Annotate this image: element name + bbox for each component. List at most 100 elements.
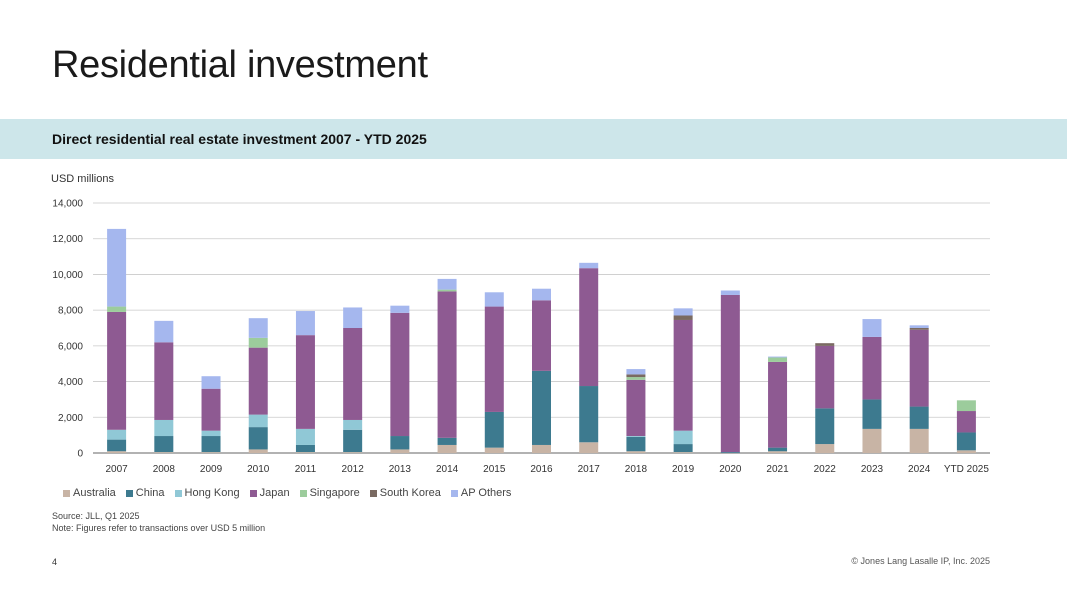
page-title: Residential investment (52, 44, 428, 86)
bar-segment-ap-others (201, 376, 221, 389)
bar-segment-australia (437, 444, 457, 453)
bar-segment-hong-kong (295, 428, 315, 445)
bar-segment-ap-others (626, 369, 646, 375)
bar-segment-japan (484, 306, 504, 412)
legend-label: Australia (73, 487, 116, 499)
bar-segment-china (579, 386, 599, 443)
legend-item: Japan (249, 487, 290, 499)
legend-swatch (299, 489, 307, 497)
page-number: 4 (52, 557, 58, 567)
bar-segment-singapore (956, 400, 976, 412)
bar-segment-singapore (437, 289, 457, 292)
bar-segment-japan (720, 294, 740, 453)
chart-title-banner: Direct residential real estate investmen… (0, 119, 1067, 159)
legend-label: China (135, 487, 165, 499)
x-tick-label: 2012 (342, 464, 365, 475)
bar-segment-hong-kong (673, 430, 693, 445)
bar-segment-south-korea (626, 374, 646, 378)
bar-segment-australia (484, 447, 504, 453)
bar-segment-singapore (768, 357, 788, 362)
legend-label: Japan (259, 487, 290, 499)
bar-segment-china (532, 370, 551, 445)
bar-segment-japan (626, 379, 646, 437)
x-tick-label: 2023 (861, 464, 884, 475)
bar-segment-australia (107, 451, 127, 453)
y-axis-unit-label: USD millions (51, 173, 114, 185)
x-tick-label: 2021 (766, 464, 789, 475)
x-tick-label: 2019 (672, 464, 695, 475)
bar-segment-japan (579, 268, 599, 387)
chart-title: Direct residential real estate investmen… (52, 131, 427, 147)
legend-swatch (125, 489, 133, 497)
bar-segment-japan (532, 300, 551, 371)
bar-segment-japan (343, 328, 363, 420)
bar-segment-hong-kong (154, 419, 174, 437)
legend-item: Singapore (299, 487, 360, 499)
x-tick-label: 2009 (200, 464, 223, 475)
bar-segment-ap-others (248, 318, 268, 338)
bar-segment-hong-kong (626, 436, 646, 437)
y-tick-label: 10,000 (52, 270, 83, 281)
x-tick-label: 2022 (814, 464, 837, 475)
bar-segment-china (437, 437, 457, 445)
bar-segment-hong-kong (343, 419, 363, 430)
bar-segment-australia (532, 444, 551, 453)
bar-segment-japan (909, 329, 929, 407)
x-tick-label: 2016 (530, 464, 553, 475)
bar-segment-japan (862, 336, 882, 400)
bar-segment-china (626, 436, 646, 452)
bar-segment-ap-others (390, 305, 410, 313)
bar-segment-japan (437, 291, 457, 438)
footnote: Note: Figures refer to transactions over… (52, 523, 266, 533)
bar-segment-china (720, 452, 740, 453)
x-tick-label: 2014 (436, 464, 459, 475)
bar-segment-ap-others (484, 292, 504, 307)
x-tick-label: 2010 (247, 464, 270, 475)
x-tick-label: 2018 (625, 464, 648, 475)
y-tick-label: 8,000 (58, 306, 83, 317)
stacked-bar-chart: 0 2,000 4,000 6,000 8,000 10,000 12,000 14,000 2… (52, 199, 990, 475)
bar-segment-ap-others (532, 288, 551, 301)
legend-label: South Korea (379, 487, 441, 499)
y-tick-label: 2,000 (58, 413, 83, 424)
bar-segment-singapore (107, 306, 127, 312)
legend-item: AP Others (450, 487, 512, 499)
x-tick-label: YTD 2025 (944, 464, 989, 475)
bar-segment-ap-others (107, 228, 127, 307)
bar-segment-australia (956, 450, 976, 453)
legend-swatch (369, 489, 377, 497)
bar-segment-south-korea (673, 315, 693, 320)
bar-segment-japan (154, 342, 174, 420)
y-tick-label: 0 (77, 449, 83, 460)
bar-segment-china (768, 447, 788, 452)
bar-segment-japan (201, 388, 221, 431)
x-tick-label: 2024 (908, 464, 931, 475)
bar-segment-australia (295, 452, 315, 453)
bar-segment-australia (815, 444, 835, 453)
bar-segment-ap-others (154, 320, 174, 343)
legend-swatch (174, 489, 182, 497)
x-tick-label: 2007 (105, 464, 128, 475)
bar-segment-china (248, 427, 268, 450)
x-tick-label: 2011 (295, 464, 317, 475)
bar-segment-australia (390, 449, 410, 453)
source-note: Source: JLL, Q1 2025 (52, 511, 140, 521)
bar-segment-china (343, 429, 363, 453)
bar-segment-japan (815, 345, 835, 409)
x-tick-label: 2008 (153, 464, 176, 475)
bar-segment-china (201, 436, 221, 453)
bar-segment-ap-others (720, 290, 740, 295)
legend-item: Australia (63, 487, 116, 499)
bar-segment-japan (673, 319, 693, 431)
legend-swatch (249, 489, 257, 497)
bar-segment-china (107, 439, 127, 452)
copyright: © Jones Lang Lasalle IP, Inc. 2025 (851, 556, 990, 566)
legend-label: AP Others (460, 487, 512, 499)
bar-segment-singapore (248, 337, 268, 348)
legend-item: China (125, 487, 165, 499)
legend-label: Singapore (309, 487, 360, 499)
bar-segment-japan (390, 312, 410, 437)
bar-segment-australia (626, 451, 646, 453)
bar-segment-china (484, 411, 504, 448)
bar-segment-australia (343, 452, 363, 453)
